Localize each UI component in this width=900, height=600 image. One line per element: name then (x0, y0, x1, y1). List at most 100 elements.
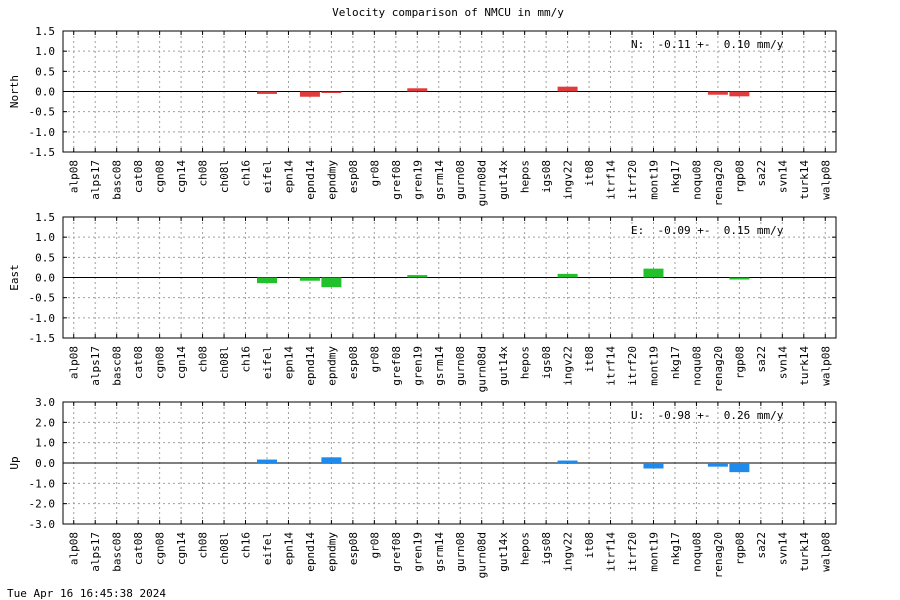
x-tick-label: alp08 (68, 160, 81, 193)
bar-ingv22 (557, 273, 578, 278)
y-tick-label: 0.0 (35, 457, 55, 470)
x-tick-label: epn14 (282, 346, 295, 379)
x-tick-label: nkg17 (669, 160, 682, 193)
x-tick-label: rgp08 (733, 532, 746, 565)
x-tick-label: igs08 (540, 532, 553, 565)
plot-frame (62, 216, 837, 339)
bar-gren19 (407, 88, 428, 92)
x-tick-label: noqu08 (690, 532, 703, 572)
y-axis-label: North (8, 75, 21, 108)
x-tick-label: ch16 (240, 160, 253, 187)
y-tick-label: 0.5 (35, 251, 55, 264)
bar-renag20 (707, 91, 728, 95)
x-tick-label: svn14 (776, 160, 789, 193)
velocity-summary: U: -0.98 +- 0.26 mm/y (631, 409, 784, 422)
x-tick-label: alp08 (68, 346, 81, 379)
x-tick-label: epndmy (325, 346, 338, 386)
x-tick-label: gut14x (497, 160, 510, 200)
x-tick-label: gurn08d (476, 532, 489, 578)
chart-title: Velocity comparison of NMCU in mm/y (332, 6, 564, 19)
x-tick-label: cat08 (132, 532, 145, 565)
bar-rgp08 (729, 91, 750, 97)
x-tick-label: gref08 (390, 346, 403, 386)
x-tick-label: gurn08d (476, 346, 489, 392)
x-tick-label: turk14 (798, 346, 811, 386)
x-tick-label: cat08 (132, 346, 145, 379)
x-tick-label: esp08 (347, 160, 360, 193)
x-tick-label: gurn08 (454, 160, 467, 200)
y-tick-label: -3.0 (29, 518, 56, 531)
x-tick-label: gut14x (497, 346, 510, 386)
x-tick-label: basc08 (111, 346, 124, 386)
y-tick-label: 1.0 (35, 45, 55, 58)
bar-gren19 (407, 275, 428, 278)
x-tick-label: gref08 (390, 532, 403, 572)
x-tick-label: it08 (583, 346, 596, 373)
x-tick-label: itrf20 (626, 346, 639, 386)
x-tick-label: eifel (261, 532, 274, 565)
x-tick-label: gsrm14 (433, 346, 446, 386)
x-tick-label: igs08 (540, 346, 553, 379)
bar-ingv22 (557, 86, 578, 92)
x-tick-label: renag20 (712, 346, 725, 392)
y-axis-label: Up (8, 456, 21, 469)
x-tick-label: gren19 (411, 160, 424, 200)
x-tick-label: gsrm14 (433, 160, 446, 200)
x-tick-label: ingv22 (562, 346, 575, 386)
x-tick-label: walp08 (819, 346, 832, 386)
x-tick-label: ch08l (218, 160, 231, 193)
x-tick-label: cgn08 (154, 532, 167, 565)
x-tick-label: hepos (519, 160, 532, 193)
x-tick-label: itrf20 (626, 532, 639, 572)
x-tick-label: ch08l (218, 532, 231, 565)
x-tick-label: epn14 (282, 532, 295, 565)
y-tick-label: 2.0 (35, 416, 55, 429)
x-tick-label: itrf14 (605, 346, 618, 386)
x-tick-label: gurn08d (476, 160, 489, 206)
y-tick-label: 0.0 (35, 272, 55, 285)
x-tick-label: ch16 (240, 532, 253, 559)
bar-eifel (256, 91, 277, 94)
x-tick-label: epnd14 (304, 160, 317, 200)
y-tick-label: -1.0 (29, 126, 56, 139)
x-tick-label: noqu08 (690, 160, 703, 200)
y-tick-label: 0.0 (35, 86, 55, 99)
x-tick-label: gr08 (368, 346, 381, 373)
x-tick-label: nkg17 (669, 346, 682, 379)
bar-rgp08 (729, 463, 750, 473)
x-tick-label: eifel (261, 160, 274, 193)
x-tick-label: itrf14 (605, 160, 618, 200)
x-tick-label: ch08l (218, 346, 231, 379)
bar-rgp08 (729, 277, 750, 280)
x-tick-label: ingv22 (562, 532, 575, 572)
y-tick-label: 1.5 (35, 211, 55, 224)
plot-frame (62, 30, 837, 153)
x-tick-label: cgn08 (154, 160, 167, 193)
velocity-summary: E: -0.09 +- 0.15 mm/y (631, 224, 784, 237)
x-tick-label: noqu08 (690, 346, 703, 386)
x-tick-label: ingv22 (562, 160, 575, 200)
y-tick-label: 0.5 (35, 65, 55, 78)
bar-ingv22 (557, 460, 578, 463)
x-tick-label: renag20 (712, 532, 725, 578)
panel-north: 1.5 1.0 0.5 0.0 -0.5 -1.0 -1.5 alp08 alps17 basc0… (8, 25, 837, 206)
x-tick-label: gren19 (411, 346, 424, 386)
x-tick-label: cgn08 (154, 346, 167, 379)
x-tick-label: alp08 (68, 532, 81, 565)
x-tick-label: renag20 (712, 160, 725, 206)
bar-eifel (256, 277, 277, 284)
x-tick-label: gref08 (390, 160, 403, 200)
x-tick-label: cgn14 (175, 532, 188, 565)
x-tick-label: epndmy (325, 532, 338, 572)
y-tick-label: 3.0 (35, 396, 55, 409)
x-tick-label: cgn14 (175, 346, 188, 379)
x-tick-label: svn14 (776, 346, 789, 379)
x-tick-label: esp08 (347, 532, 360, 565)
bar-mont19 (643, 463, 664, 469)
x-tick-label: nkg17 (669, 532, 682, 565)
x-tick-label: cat08 (132, 160, 145, 193)
panel-up: 3.0 2.0 1.0 0.0 -1.0 -2.0 -3.0 alp08 alps17 basc0… (8, 396, 837, 578)
y-tick-label: -0.5 (29, 106, 56, 119)
x-tick-label: ch08 (197, 346, 210, 373)
chart-panels: 1.5 1.0 0.5 0.0 -0.5 -1.0 -1.5 alp08 alps17 basc0… (8, 25, 837, 578)
